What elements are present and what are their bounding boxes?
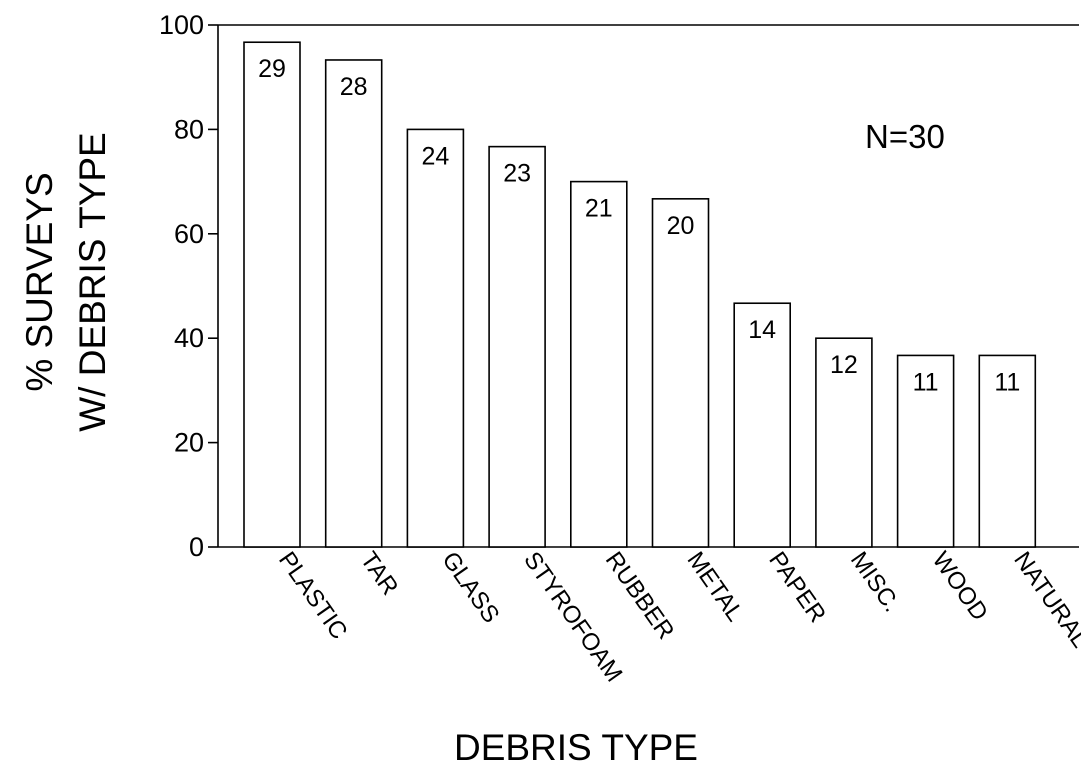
data-label-wood: 11 — [913, 368, 939, 396]
data-label-metal: 20 — [667, 212, 695, 240]
y-tick-label-100: 100 — [159, 10, 204, 40]
category-label-rubber: RUBBER — [600, 547, 679, 644]
category-label-metal: METAL — [682, 547, 749, 627]
y-axis-title-line-1: % SURVEYS — [19, 172, 60, 391]
y-tick-label-0: 0 — [189, 532, 204, 562]
y-axis-title-line-2: W/ DEBRIS TYPE — [72, 132, 113, 432]
plot-area: 02040608010029PLASTIC28TAR24GLASS23STYRO… — [159, 10, 1081, 687]
data-label-plastic: 29 — [258, 55, 286, 83]
category-label-natural: NATURAL — [1008, 547, 1081, 653]
category-label-paper: PAPER — [763, 547, 831, 628]
data-label-styrofoam: 23 — [503, 160, 531, 188]
bar-styrofoam — [488, 145, 546, 548]
y-tick-label-60: 60 — [174, 219, 204, 249]
y-tick-label-80: 80 — [174, 114, 204, 144]
data-label-tar: 28 — [340, 73, 368, 101]
bar-plastic — [243, 41, 301, 548]
y-tick-label-40: 40 — [174, 323, 204, 353]
data-label-natural: 11 — [994, 368, 1020, 396]
y-axis-title: % SURVEYS W/ DEBRIS TYPE — [19, 132, 113, 432]
bar-glass — [406, 128, 465, 548]
bar-rubber — [569, 180, 628, 548]
data-label-rubber: 21 — [585, 195, 613, 223]
bar-tar — [324, 59, 383, 548]
data-label-glass: 24 — [421, 142, 449, 170]
y-tick-label-20: 20 — [174, 428, 204, 458]
sample-size-annotation: N=30 — [865, 118, 945, 155]
category-label-glass: GLASS — [436, 547, 504, 628]
category-label-misc: MISC. — [845, 547, 905, 617]
data-label-misc: 12 — [830, 351, 858, 379]
data-label-paper: 14 — [748, 316, 776, 344]
bar-paper — [733, 302, 792, 548]
category-label-wood: WOOD — [927, 547, 993, 626]
bar-misc — [815, 337, 873, 548]
x-axis-title: DEBRIS TYPE — [454, 727, 698, 768]
bar-wood — [896, 354, 955, 548]
category-label-plastic: PLASTIC — [273, 547, 352, 644]
category-label-tar: TAR — [355, 547, 404, 600]
bar-metal — [651, 198, 710, 548]
bar-natural — [978, 354, 1037, 548]
